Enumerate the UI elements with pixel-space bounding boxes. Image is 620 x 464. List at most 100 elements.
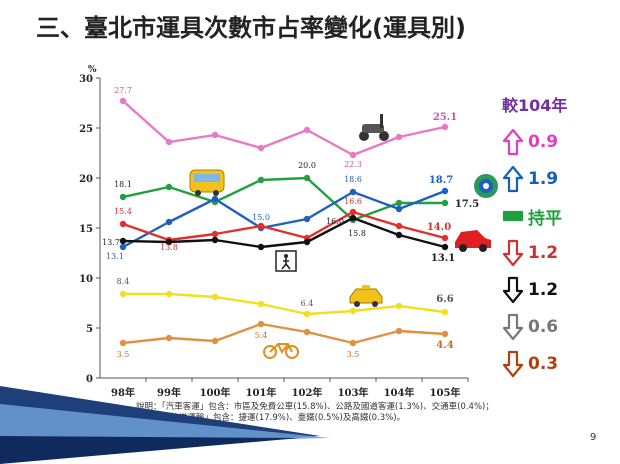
bus-icon bbox=[189, 169, 225, 196]
data-label-green: 18.1 bbox=[114, 180, 132, 189]
data-label-red: 14.0 bbox=[427, 222, 451, 233]
data-point-black bbox=[349, 214, 357, 222]
x-tick-label: 104年 bbox=[384, 386, 415, 399]
data-label-orange: 5.4 bbox=[255, 331, 268, 340]
data-label-pink: 25.1 bbox=[433, 112, 457, 123]
data-point-green bbox=[395, 199, 403, 207]
arrow-down-icon bbox=[502, 239, 524, 267]
data-point-red bbox=[441, 234, 449, 242]
series-line-yellow bbox=[123, 292, 446, 316]
slide-title: 三、臺北市運具次數市占率變化(運具別) bbox=[36, 14, 466, 42]
legend-item: 0.3 bbox=[502, 350, 558, 378]
pedestrian-icon bbox=[275, 250, 297, 272]
data-point-orange bbox=[211, 337, 219, 345]
arrow-up-icon bbox=[502, 128, 524, 156]
arrow-down-icon bbox=[502, 350, 524, 378]
data-point-pink bbox=[441, 123, 449, 131]
data-label-blue: 18.6 bbox=[344, 175, 362, 184]
legend-item: 0.9 bbox=[502, 128, 558, 156]
series-line-pink bbox=[122, 100, 446, 157]
y-tick-label: 25 bbox=[79, 124, 93, 135]
data-label-yellow: 8.4 bbox=[117, 277, 130, 286]
data-point-black bbox=[395, 231, 403, 239]
y-tick-label: 0 bbox=[86, 374, 93, 385]
legend-item: 1.9 bbox=[502, 165, 558, 193]
x-tick-label: 100年 bbox=[200, 386, 231, 399]
data-point-yellow bbox=[395, 302, 403, 310]
data-point-pink bbox=[303, 126, 311, 134]
x-tick-label: 99年 bbox=[157, 386, 181, 399]
data-point-red bbox=[395, 222, 403, 230]
data-label-red: 16.6 bbox=[344, 197, 362, 206]
series-line-blue bbox=[122, 189, 446, 249]
data-point-black bbox=[165, 238, 173, 246]
legend-value: 持平 bbox=[528, 208, 562, 229]
legend-title: 較104年 bbox=[502, 96, 568, 115]
data-point-orange bbox=[257, 320, 265, 328]
data-label-blue: 18.7 bbox=[429, 175, 453, 186]
data-label-pink: 27.7 bbox=[114, 86, 132, 95]
data-point-black bbox=[119, 237, 127, 245]
page-number: 9 bbox=[590, 432, 597, 443]
legend-value: 1.2 bbox=[528, 243, 559, 263]
legend-value: 1.9 bbox=[528, 169, 559, 189]
series-line-red bbox=[122, 210, 446, 242]
legend-item: 1.2 bbox=[502, 276, 558, 304]
data-point-yellow bbox=[165, 290, 173, 298]
x-tick-label: 101年 bbox=[246, 386, 277, 399]
data-point-blue bbox=[349, 188, 357, 196]
arrow-up-icon bbox=[502, 165, 524, 193]
data-point-blue bbox=[211, 195, 219, 203]
legend-value: 0.3 bbox=[528, 354, 559, 374]
data-label-pink: 22.3 bbox=[344, 160, 362, 169]
y-tick-label: 15 bbox=[79, 224, 93, 235]
y-unit-label: % bbox=[88, 65, 97, 75]
data-label-red: 15.4 bbox=[114, 207, 132, 216]
x-tick-label: 105年 bbox=[430, 386, 461, 399]
data-point-yellow bbox=[349, 307, 357, 315]
data-point-black bbox=[441, 243, 449, 251]
data-point-blue bbox=[441, 187, 449, 195]
data-point-black bbox=[303, 238, 311, 246]
data-label-yellow: 6.4 bbox=[301, 299, 314, 308]
y-tick-label: 5 bbox=[86, 324, 93, 335]
decorative-ribbon bbox=[0, 386, 330, 464]
y-tick-label: 10 bbox=[79, 274, 93, 285]
y-tick-label: 30 bbox=[79, 74, 93, 85]
legend-value: 0.6 bbox=[528, 317, 559, 337]
data-point-pink bbox=[211, 131, 219, 139]
footnote-line-1: 說明：「汽車客運」包含：市區及免費公車(15.8%)、公路及國道客運(1.3%)… bbox=[136, 402, 494, 412]
legend-item: 持平 bbox=[502, 202, 562, 230]
footnote-line-2: 「軌道運輸」包含：捷運(17.9%)、臺鐵(0.5%)及高鐵(0.3%)。 bbox=[162, 413, 406, 423]
data-label-orange: 3.5 bbox=[117, 350, 130, 359]
data-point-orange bbox=[303, 328, 311, 336]
data-label-blue: 15.0 bbox=[252, 213, 270, 222]
data-point-pink bbox=[349, 151, 357, 159]
data-point-black bbox=[257, 243, 265, 251]
legend-value: 1.2 bbox=[528, 280, 559, 300]
data-point-orange bbox=[165, 334, 173, 342]
data-point-yellow bbox=[441, 308, 449, 316]
data-point-pink bbox=[395, 133, 403, 141]
data-label-yellow: 6.6 bbox=[436, 294, 453, 305]
data-label-black: 16.0 bbox=[326, 217, 344, 226]
legend-item: 0.6 bbox=[502, 313, 558, 341]
series-line-black bbox=[122, 216, 446, 249]
data-label-red: 13.8 bbox=[160, 243, 178, 252]
x-tick-label: 98年 bbox=[111, 386, 135, 399]
dash-icon bbox=[502, 210, 524, 222]
series-line-orange bbox=[122, 322, 446, 345]
data-point-pink bbox=[165, 138, 173, 146]
data-point-green bbox=[257, 176, 265, 184]
car-icon bbox=[455, 230, 491, 252]
data-point-yellow bbox=[119, 290, 127, 298]
data-point-orange bbox=[349, 339, 357, 347]
data-point-orange bbox=[441, 330, 449, 338]
data-point-blue bbox=[395, 205, 403, 213]
x-tick-label: 102年 bbox=[292, 386, 323, 399]
data-label-black: 13.7 bbox=[102, 238, 120, 247]
data-point-orange bbox=[395, 327, 403, 335]
legend-item: 1.2 bbox=[502, 239, 558, 267]
data-label-green: 17.5 bbox=[455, 199, 479, 210]
